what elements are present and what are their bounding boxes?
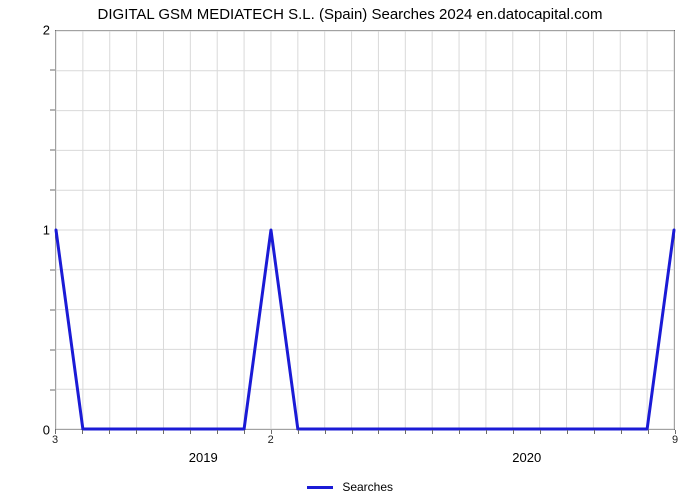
legend-label: Searches: [342, 480, 393, 494]
x-major-label: 2020: [512, 450, 541, 465]
x-minor-tick: [513, 430, 514, 434]
x-minor-tick: [540, 430, 541, 434]
chart-container: DIGITAL GSM MEDIATECH S.L. (Spain) Searc…: [0, 0, 700, 500]
x-minor-tick: [298, 430, 299, 434]
series-line: [56, 230, 674, 429]
y-tick-label: 2: [10, 23, 50, 38]
x-minor-tick: [675, 430, 676, 434]
x-minor-tick: [82, 430, 83, 434]
x-minor-tick: [190, 430, 191, 434]
x-minor-tick: [594, 430, 595, 434]
x-secondary-label: 2: [268, 434, 274, 446]
x-minor-tick: [459, 430, 460, 434]
x-minor-tick: [486, 430, 487, 434]
x-minor-tick: [244, 430, 245, 434]
x-minor-tick: [163, 430, 164, 434]
y-tick-label: 1: [10, 223, 50, 238]
x-minor-tick: [217, 430, 218, 434]
x-secondary-label: 9: [672, 434, 678, 446]
x-minor-tick: [567, 430, 568, 434]
x-minor-tick: [325, 430, 326, 434]
x-minor-tick: [405, 430, 406, 434]
x-minor-tick: [271, 430, 272, 434]
x-minor-tick: [55, 430, 56, 434]
chart-title: DIGITAL GSM MEDIATECH S.L. (Spain) Searc…: [0, 6, 700, 23]
x-minor-tick: [352, 430, 353, 434]
plot-area: [55, 30, 675, 430]
x-minor-tick: [378, 430, 379, 434]
x-major-label: 2019: [189, 450, 218, 465]
series-svg: [56, 31, 674, 429]
legend: Searches: [0, 479, 700, 494]
x-minor-tick: [621, 430, 622, 434]
y-tick-label: 0: [10, 423, 50, 438]
x-minor-tick: [648, 430, 649, 434]
legend-swatch: [307, 486, 333, 489]
x-minor-tick: [109, 430, 110, 434]
x-minor-tick: [432, 430, 433, 434]
x-secondary-label: 3: [52, 434, 58, 446]
x-minor-tick: [136, 430, 137, 434]
